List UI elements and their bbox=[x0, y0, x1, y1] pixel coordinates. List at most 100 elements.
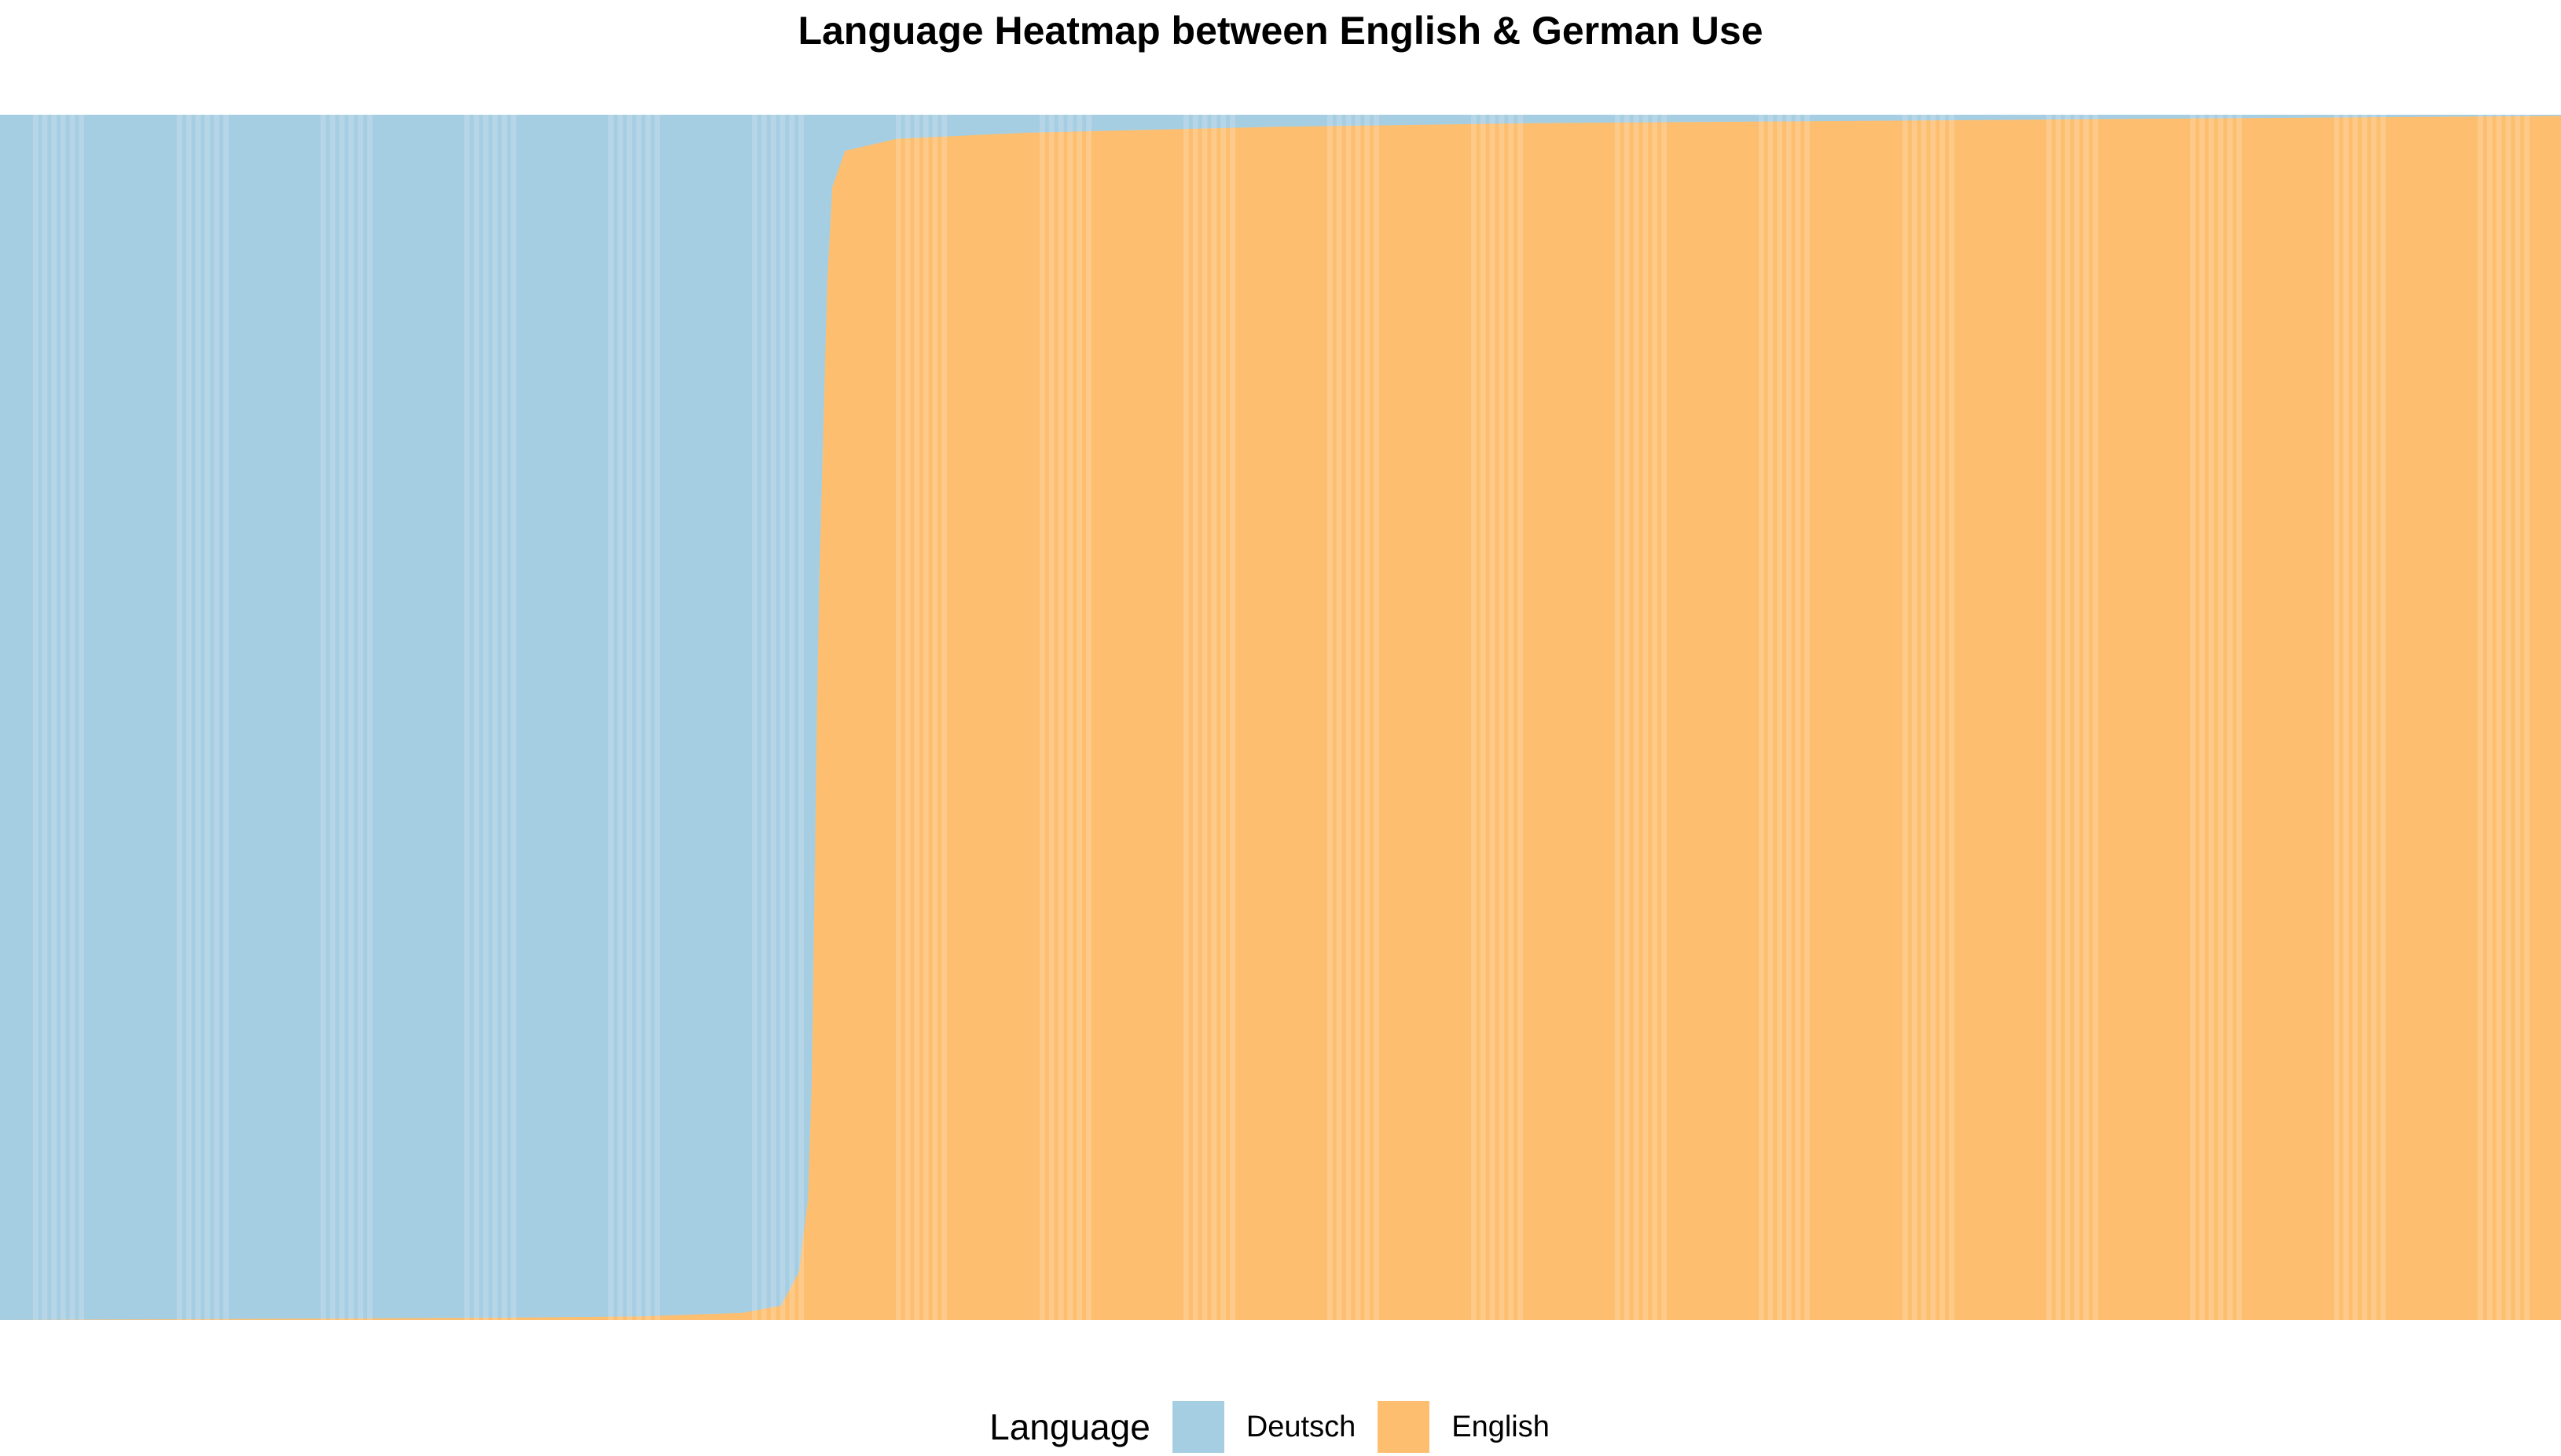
stripe bbox=[33, 115, 39, 1320]
stripe bbox=[2074, 115, 2080, 1320]
legend-label-english: English bbox=[1451, 1410, 1550, 1443]
stripe bbox=[2093, 115, 2098, 1320]
area-english bbox=[0, 116, 2561, 1320]
stripe bbox=[492, 115, 498, 1320]
stripe bbox=[1517, 115, 1523, 1320]
stripe bbox=[932, 115, 938, 1320]
stripe bbox=[645, 115, 651, 1320]
stripe bbox=[2380, 115, 2386, 1320]
stripe bbox=[1804, 115, 1810, 1320]
stripe bbox=[1058, 115, 1064, 1320]
stripe bbox=[2515, 115, 2521, 1320]
stripe bbox=[1077, 115, 1083, 1320]
stripe bbox=[1374, 115, 1379, 1320]
stripe bbox=[51, 115, 57, 1320]
stripe bbox=[798, 115, 804, 1320]
chart-title: Language Heatmap between English & Germa… bbox=[798, 9, 1763, 53]
stripe bbox=[1336, 115, 1342, 1320]
stripe bbox=[1759, 115, 1764, 1320]
stripe bbox=[195, 115, 201, 1320]
stripe bbox=[2343, 115, 2349, 1320]
legend-item-deutsch: Deutsch bbox=[1172, 1401, 1356, 1453]
stripe bbox=[464, 115, 470, 1320]
stripe bbox=[2236, 115, 2242, 1320]
stripe bbox=[348, 115, 354, 1320]
stripe bbox=[1615, 115, 1620, 1320]
stripe bbox=[214, 115, 220, 1320]
stripe bbox=[896, 115, 901, 1320]
stripe bbox=[655, 115, 660, 1320]
stripe bbox=[2218, 115, 2224, 1320]
stripe bbox=[914, 115, 919, 1320]
stripe bbox=[1777, 115, 1782, 1320]
stripe bbox=[923, 115, 929, 1320]
stripe bbox=[617, 115, 623, 1320]
stripe bbox=[2334, 115, 2339, 1320]
stripe bbox=[1633, 115, 1639, 1320]
stripe bbox=[473, 115, 479, 1320]
stripe bbox=[2190, 115, 2196, 1320]
stripe bbox=[1220, 115, 1227, 1320]
stripe bbox=[2208, 115, 2214, 1320]
stripe bbox=[1230, 115, 1235, 1320]
stripe bbox=[61, 115, 66, 1320]
stripe bbox=[501, 115, 508, 1320]
stripe bbox=[1642, 115, 1649, 1320]
stripe bbox=[626, 115, 633, 1320]
stripe bbox=[1086, 115, 1092, 1320]
stripe bbox=[1480, 115, 1486, 1320]
stripe bbox=[1202, 115, 1208, 1320]
stripe bbox=[1345, 115, 1352, 1320]
stripe bbox=[1067, 115, 1073, 1320]
stripe bbox=[2199, 115, 2205, 1320]
stripe bbox=[2361, 115, 2368, 1320]
stripe bbox=[761, 115, 767, 1320]
stripe bbox=[1040, 115, 1045, 1320]
legend-item-english: English bbox=[1378, 1401, 1550, 1453]
stripe bbox=[367, 115, 372, 1320]
legend-key-deutsch bbox=[1172, 1401, 1224, 1453]
stripe bbox=[69, 115, 75, 1320]
stripe bbox=[2505, 115, 2511, 1320]
stripe bbox=[358, 115, 364, 1320]
stripe bbox=[204, 115, 211, 1320]
legend-title: Language bbox=[989, 1406, 1150, 1447]
stripe bbox=[1364, 115, 1370, 1320]
stripe bbox=[1192, 115, 1198, 1320]
stripe bbox=[1499, 115, 1505, 1320]
column-stripes bbox=[33, 115, 2530, 1320]
stripe bbox=[1327, 115, 1333, 1320]
stripe bbox=[2083, 115, 2090, 1320]
stripe bbox=[511, 115, 516, 1320]
stripe bbox=[1489, 115, 1495, 1320]
stripe bbox=[329, 115, 336, 1320]
stripe bbox=[1767, 115, 1774, 1320]
stripe bbox=[1652, 115, 1658, 1320]
stripe bbox=[1211, 115, 1217, 1320]
stripe bbox=[1508, 115, 1514, 1320]
stripe bbox=[752, 115, 758, 1320]
stripe bbox=[1902, 115, 1908, 1320]
stripe bbox=[2486, 115, 2493, 1320]
stripe bbox=[608, 115, 614, 1320]
stripe bbox=[1624, 115, 1630, 1320]
stripe bbox=[1795, 115, 1801, 1320]
stripe bbox=[1939, 115, 1946, 1320]
stripe bbox=[1355, 115, 1361, 1320]
stripe bbox=[185, 115, 192, 1320]
stripe bbox=[1661, 115, 1667, 1320]
stripe bbox=[2352, 115, 2358, 1320]
stripe bbox=[482, 115, 489, 1320]
stripe bbox=[2524, 115, 2530, 1320]
stripe bbox=[904, 115, 911, 1320]
stripe bbox=[79, 115, 84, 1320]
stripe bbox=[1921, 115, 1927, 1320]
stripe bbox=[321, 115, 326, 1320]
stripe bbox=[2064, 115, 2071, 1320]
stripe bbox=[2371, 115, 2377, 1320]
stripe bbox=[2478, 115, 2483, 1320]
legend-key-english bbox=[1378, 1401, 1430, 1453]
stripe bbox=[2227, 115, 2233, 1320]
